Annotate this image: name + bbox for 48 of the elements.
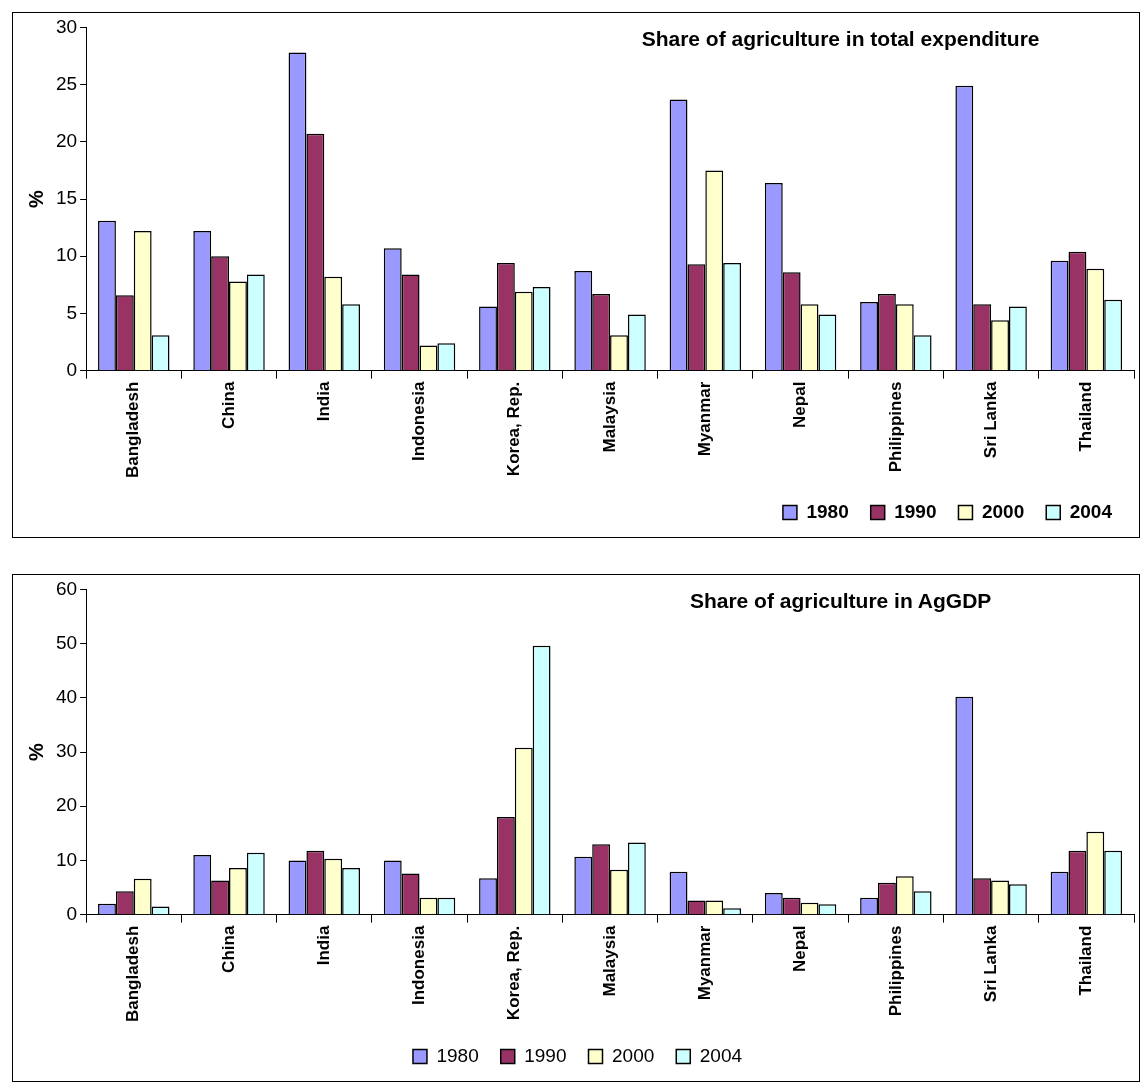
y-tick-label: 10 [55,848,78,870]
x-tick-label: Philippines [885,925,905,1017]
legend-label: 1990 [894,500,937,522]
x-tick-label: Philippines [885,381,905,473]
x-tick-label: Myanmar [695,381,715,457]
x-tick-label: India [313,925,333,966]
x-tick-label: Indonesia [409,925,429,1005]
legend-label: 2000 [981,500,1025,522]
y-tick-label: 0 [66,902,78,924]
legend-label: 1980 [806,500,849,522]
x-tick-label: Sri Lanka [980,381,1000,459]
y-tick-label: 60 [55,577,78,599]
y-tick-label: 25 [55,72,78,94]
x-tick-label: Nepal [790,381,810,428]
x-tick-label: Thailand [1076,381,1096,452]
y-axis-title: % [24,742,47,761]
x-tick-label: Thailand [1076,925,1096,996]
x-tick-label: Sri Lanka [980,925,1000,1003]
y-tick-label: 0 [66,358,78,380]
chart-title: Share of agriculture in total expenditure [641,26,1040,50]
x-tick-label: Bangladesh [123,925,143,1022]
y-tick-label: 15 [55,187,78,209]
legend-label: 2004 [699,1044,743,1066]
x-tick-label: India [313,381,333,422]
x-tick-label: Nepal [790,925,810,972]
y-tick-label: 20 [55,130,78,152]
x-tick-label: China [218,381,238,429]
x-tick-label: Korea, Rep. [504,381,524,477]
x-tick-label: Malaysia [599,925,619,997]
x-tick-label: Indonesia [409,381,429,461]
y-tick-label: 40 [55,686,78,708]
x-tick-label: Myanmar [695,925,715,1001]
x-tick-label: Malaysia [599,381,619,453]
legend-label: 2004 [1069,500,1113,522]
x-tick-label: Bangladesh [123,381,143,478]
y-tick-label: 5 [66,301,78,323]
legend-label: 1990 [524,1044,567,1066]
chart-title: Share of agriculture in AgGDP [689,588,992,612]
y-tick-label: 30 [55,740,78,762]
x-tick-label: China [218,925,238,973]
y-axis-title: % [24,189,47,208]
legend-label: 1980 [436,1044,479,1066]
y-tick-label: 20 [55,794,78,816]
y-tick-label: 30 [55,15,78,37]
legend-label: 2000 [612,1044,655,1066]
y-tick-label: 50 [55,631,78,653]
x-tick-label: Korea, Rep. [504,925,524,1021]
y-tick-label: 10 [55,244,78,266]
